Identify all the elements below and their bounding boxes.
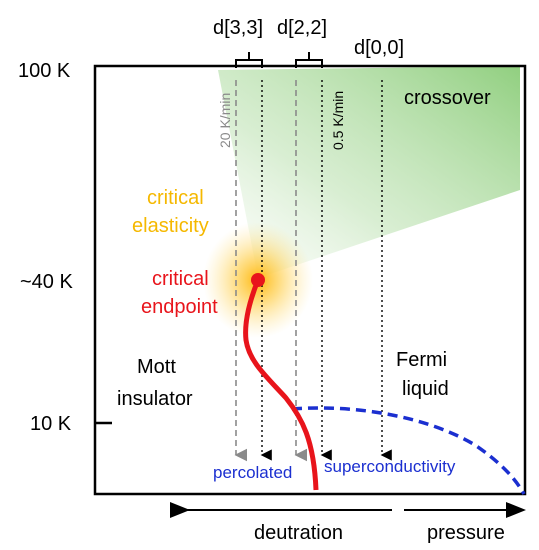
critical-endpoint-dot [251,273,265,287]
bracket-d22 [295,52,323,68]
percolated-label: percolated [213,463,292,482]
y-label-40k: ~40 K [20,271,73,293]
critical-endpoint-label-2: endpoint [141,296,218,318]
critical-elasticity-label-2: elasticity [132,215,209,237]
rate-label-slow: 0.5 K/min [330,91,346,150]
rate-label-fast: 20 K/min [217,93,233,148]
fermi-label-1: Fermi [396,349,447,371]
y-label-100k: 100 K [18,60,71,82]
sample-label-d22: d[2,2] [277,17,327,39]
sample-label-d00: d[0,0] [354,37,404,59]
critical-elasticity-label-1: critical [147,187,204,209]
sample-label-d33: d[3,3] [213,17,263,39]
y-label-10k: 10 K [30,413,72,435]
mott-label-2: insulator [117,388,193,410]
pressure-label: pressure [427,522,505,544]
crossover-region [218,66,520,278]
fermi-label-2: liquid [402,378,449,400]
plot-frame [93,64,527,496]
mott-label-1: Mott [137,356,176,378]
superconductivity-boundary [291,406,526,495]
deutration-label: deutration [254,522,343,544]
crossover-label: crossover [404,87,491,109]
critical-endpoint-label-1: critical [152,268,209,290]
first-order-line [243,279,319,491]
bracket-d33 [235,52,263,68]
superconductivity-label: superconductivity [324,457,456,476]
